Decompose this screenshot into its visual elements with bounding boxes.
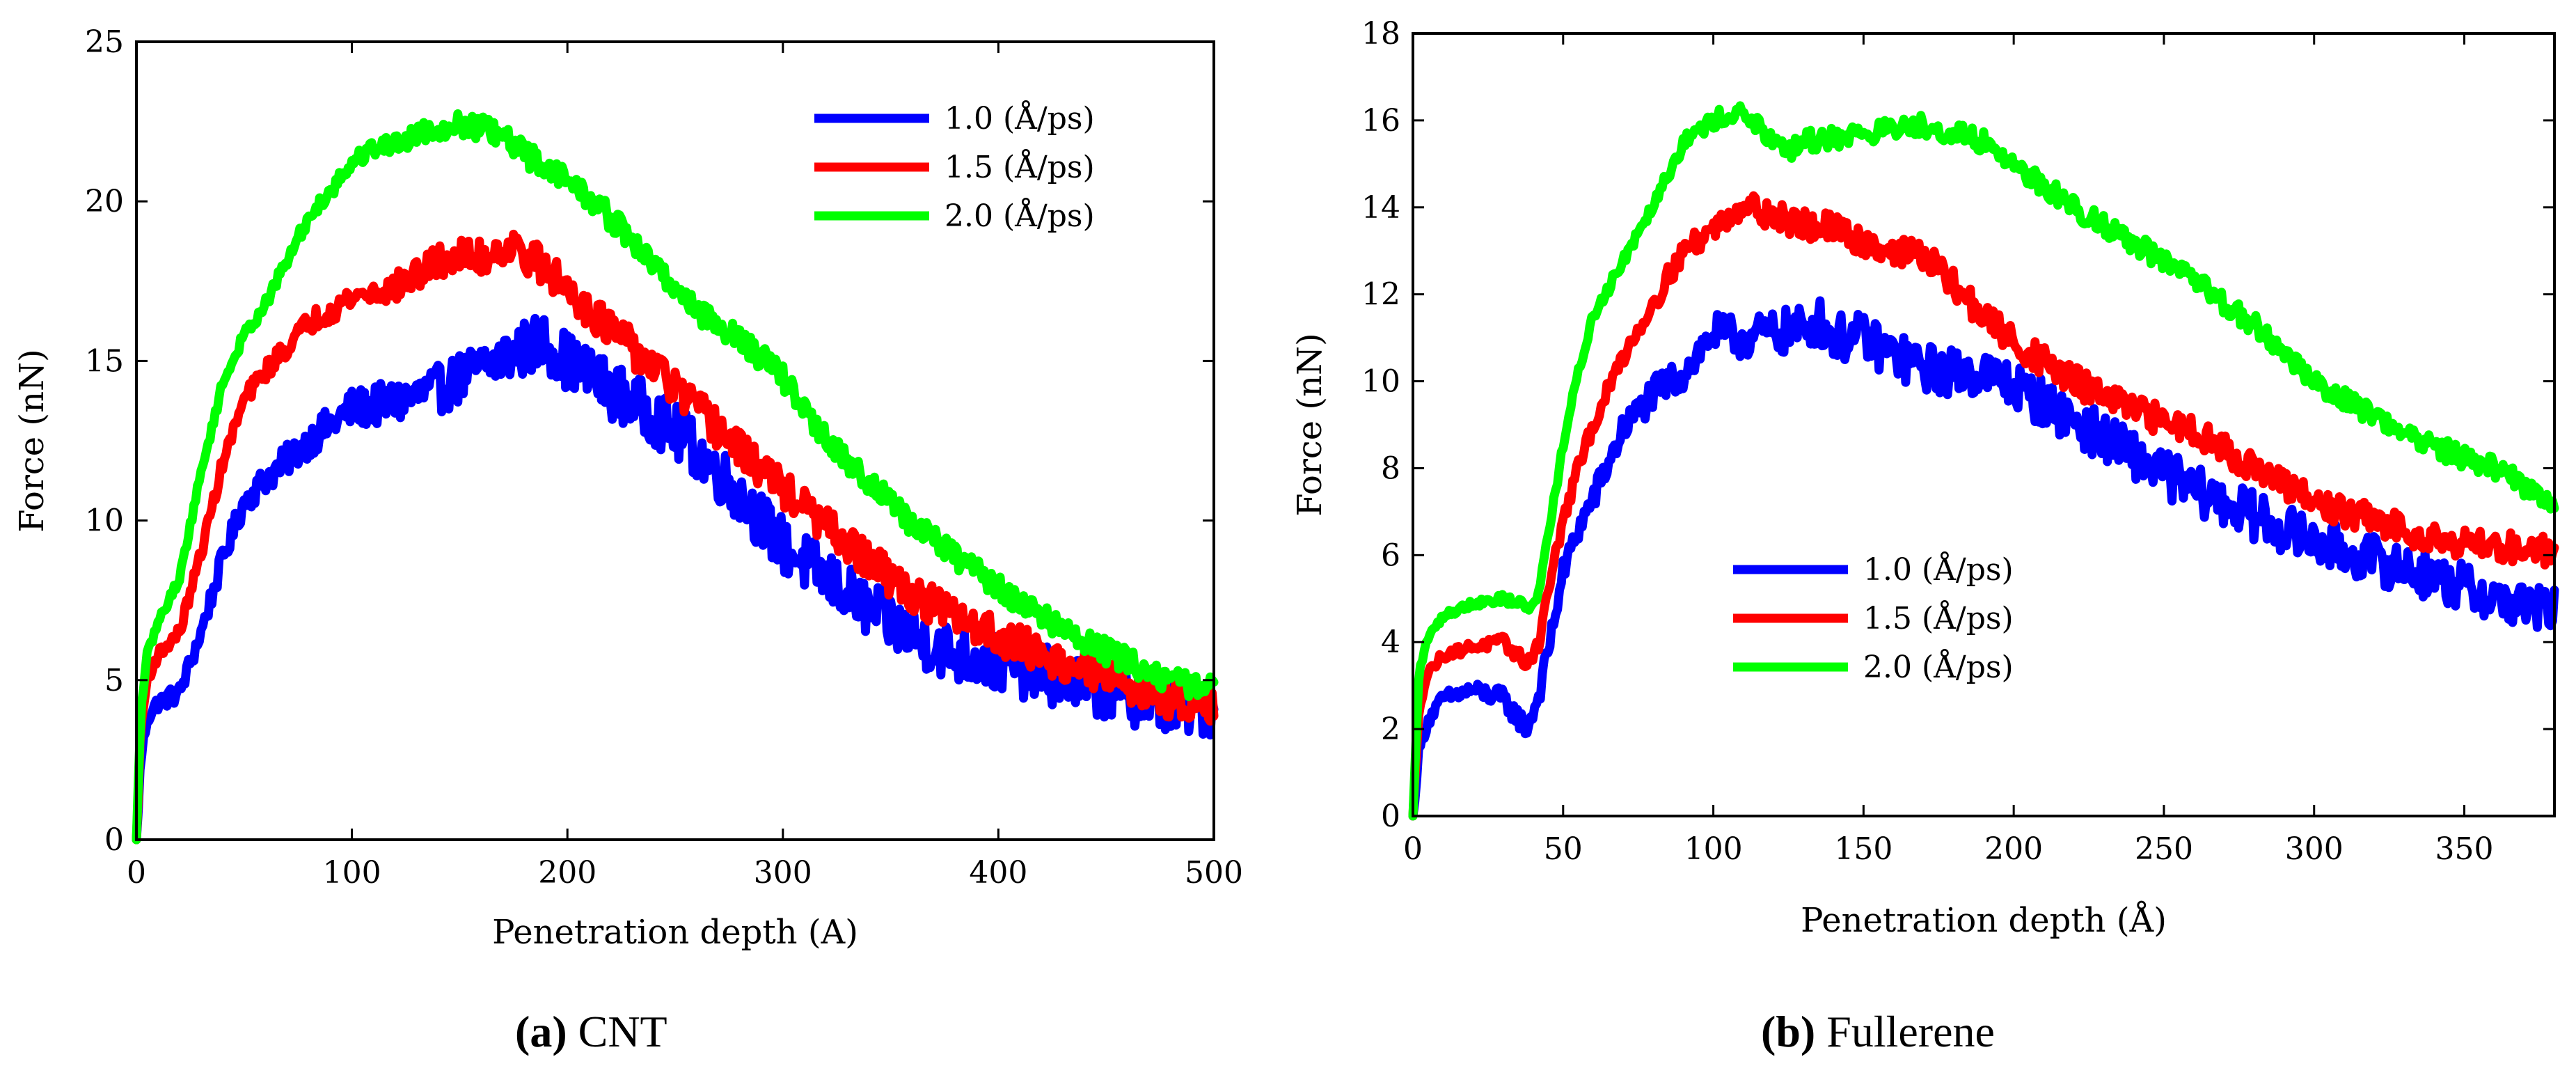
cnt-series-layer (132, 109, 1219, 845)
caption-fullerene-letter: b (1776, 1007, 1801, 1056)
cnt-series-line-1 (132, 229, 1219, 845)
caption-cnt-text: CNT (578, 1007, 667, 1056)
cnt-x-axis-label: Penetration depth (A) (492, 913, 858, 952)
cnt-y-tick-label: 15 (85, 343, 124, 379)
caption-cnt-letter: a (530, 1007, 553, 1056)
cnt-y-tick-label: 25 (85, 24, 124, 60)
fullerene-y-tick-label: 18 (1361, 16, 1400, 52)
fullerene-plot-frame (1412, 32, 2556, 817)
caption-fullerene: (b) Fullerene (1761, 1007, 1995, 1056)
fullerene-legend-label-2: 2.0 (Å/ps) (1863, 648, 2014, 685)
fullerene-legend: 1.0 (Å/ps) 1.5 (Å/ps) 2.0 (Å/ps) (1733, 551, 2014, 685)
cnt-x-tick-label: 300 (754, 855, 812, 891)
fullerene-y-tick-label: 12 (1361, 277, 1400, 313)
cnt-y-tick-label: 5 (104, 663, 124, 698)
cnt-y-tick-label: 0 (104, 822, 124, 858)
fullerene-x-axis-label: Penetration depth (Å) (1801, 900, 2167, 940)
fullerene-y-axis-label: Force (nN) (1290, 333, 1329, 516)
cnt-x-tick-label: 500 (1185, 855, 1243, 891)
fullerene-ticks: 0 50 100 150 200 250 300 350 0 2 4 6 8 10 12 14 16 18 (1361, 16, 2554, 867)
fullerene-x-tick-label: 0 (1403, 831, 1423, 867)
fullerene-x-tick-label: 100 (1684, 831, 1743, 867)
cnt-x-tick-label: 200 (538, 855, 596, 891)
fullerene-y-tick-label: 14 (1361, 190, 1400, 226)
fullerene-legend-label-0: 1.0 (Å/ps) (1863, 551, 2014, 588)
cnt-series-line-2 (132, 109, 1219, 845)
fullerene-x-tick-label: 250 (2135, 831, 2193, 867)
fullerene-y-tick-label: 8 (1381, 450, 1400, 486)
cnt-series-line-0 (132, 313, 1219, 845)
fullerene-x-tick-label: 50 (1544, 831, 1583, 867)
cnt-x-tick-label: 0 (127, 855, 146, 891)
cnt-x-tick-label: 100 (323, 855, 381, 891)
cnt-y-tick-label: 20 (85, 184, 124, 219)
fullerene-x-tick-label: 200 (1984, 831, 2043, 867)
fullerene-x-tick-label: 350 (2435, 831, 2494, 867)
cnt-y-axis-label: Force (nN) (13, 349, 52, 532)
caption-cnt: (a) CNT (515, 1007, 667, 1056)
caption-fullerene-text: Fullerene (1826, 1007, 1995, 1056)
fullerene-y-tick-label: 6 (1381, 538, 1400, 573)
fullerene-y-tick-label: 16 (1361, 103, 1400, 139)
cnt-legend: 1.0 (Å/ps) 1.5 (Å/ps) 2.0 (Å/ps) (814, 100, 1095, 234)
cnt-legend-label-2: 2.0 (Å/ps) (945, 197, 1095, 234)
fullerene-legend-label-1: 1.5 (Å/ps) (1863, 599, 2014, 636)
cnt-x-tick-label: 400 (969, 855, 1027, 891)
fullerene-series-line-0 (1408, 296, 2559, 821)
cnt-legend-label-0: 1.0 (Å/ps) (945, 100, 1095, 136)
fullerene-y-tick-label: 0 (1381, 799, 1400, 834)
fullerene-series-layer (1408, 101, 2559, 821)
fullerene-x-tick-label: 300 (2285, 831, 2344, 867)
fullerene-y-tick-label: 2 (1381, 712, 1400, 747)
fullerene-x-tick-label: 150 (1834, 831, 1893, 867)
cnt-y-tick-label: 10 (85, 503, 124, 539)
cnt-legend-label-1: 1.5 (Å/ps) (945, 148, 1095, 185)
cnt-plot-frame (135, 40, 1215, 841)
fullerene-y-tick-label: 10 (1361, 364, 1400, 400)
fullerene-series-line-2 (1408, 101, 2559, 821)
fullerene-series-line-1 (1408, 191, 2559, 821)
cnt-chart: 0 100 200 300 400 500 0 5 10 15 20 25 Penetration d… (13, 24, 1243, 952)
fullerene-chart: 0 50 100 150 200 250 300 350 0 2 4 6 8 10 12 14 16 18 Pen… (1290, 16, 2559, 940)
fullerene-y-tick-label: 4 (1381, 625, 1400, 660)
cnt-ticks: 0 100 200 300 400 500 0 5 10 15 20 25 (85, 24, 1243, 891)
